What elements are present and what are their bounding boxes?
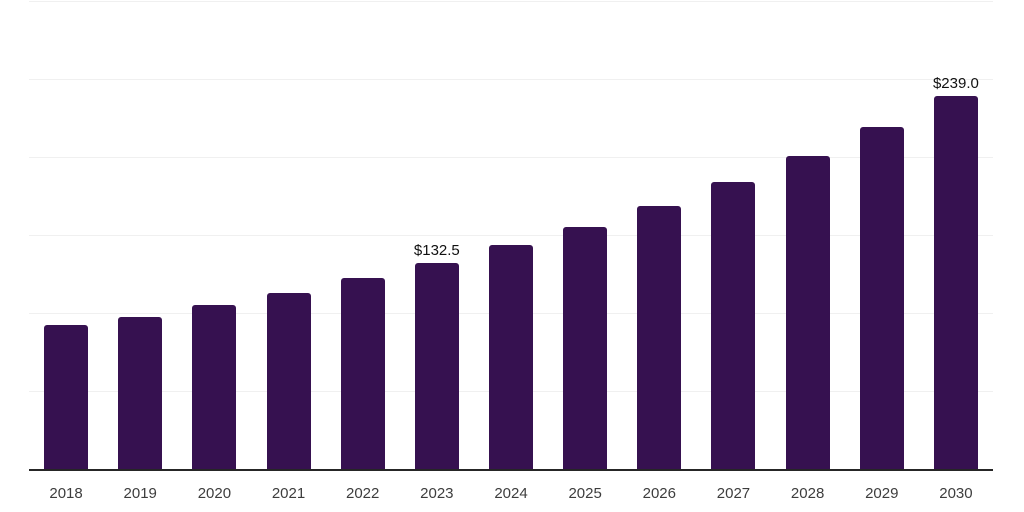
gridline-200 <box>29 156 993 158</box>
bar-2027 <box>711 181 756 470</box>
x-tick-label-2030: 2030 <box>939 485 973 502</box>
x-tick-label-2020: 2020 <box>197 485 232 502</box>
x-tick-label-2024: 2024 <box>494 485 528 502</box>
x-tick-label-2019: 2019 <box>123 485 157 502</box>
x-axis-line <box>29 469 993 471</box>
bar-2025 <box>563 226 608 470</box>
x-tick-label-2023: 2023 <box>420 485 454 502</box>
x-tick-label-2021: 2021 <box>271 485 306 502</box>
bar-2019 <box>118 316 163 470</box>
bar-2022 <box>340 277 385 470</box>
gridline-300 <box>29 0 993 2</box>
bar-2028 <box>785 155 830 470</box>
x-tick-label-2018: 2018 <box>49 485 83 502</box>
bar-2020 <box>192 304 237 470</box>
data-label-2023: $132.5 <box>413 241 460 259</box>
bar-2021 <box>266 292 311 470</box>
gridline-250 <box>29 78 993 80</box>
bar-2030 <box>933 96 978 470</box>
bar-2026 <box>637 205 682 470</box>
data-label-2030: $239.0 <box>932 75 979 93</box>
x-tick-label-2026: 2026 <box>642 485 676 502</box>
x-tick-label-2025: 2025 <box>568 485 602 502</box>
x-tick-label-2027: 2027 <box>716 485 751 502</box>
gridline-150 <box>29 235 993 236</box>
bar-2023 <box>414 262 459 470</box>
bar-2024 <box>489 244 533 470</box>
x-tick-label-2022: 2022 <box>346 485 380 502</box>
x-tick-label-2029: 2029 <box>865 485 899 502</box>
bar-2018 <box>44 324 89 470</box>
x-tick-label-2028: 2028 <box>790 485 825 502</box>
bar-2029 <box>859 127 904 470</box>
